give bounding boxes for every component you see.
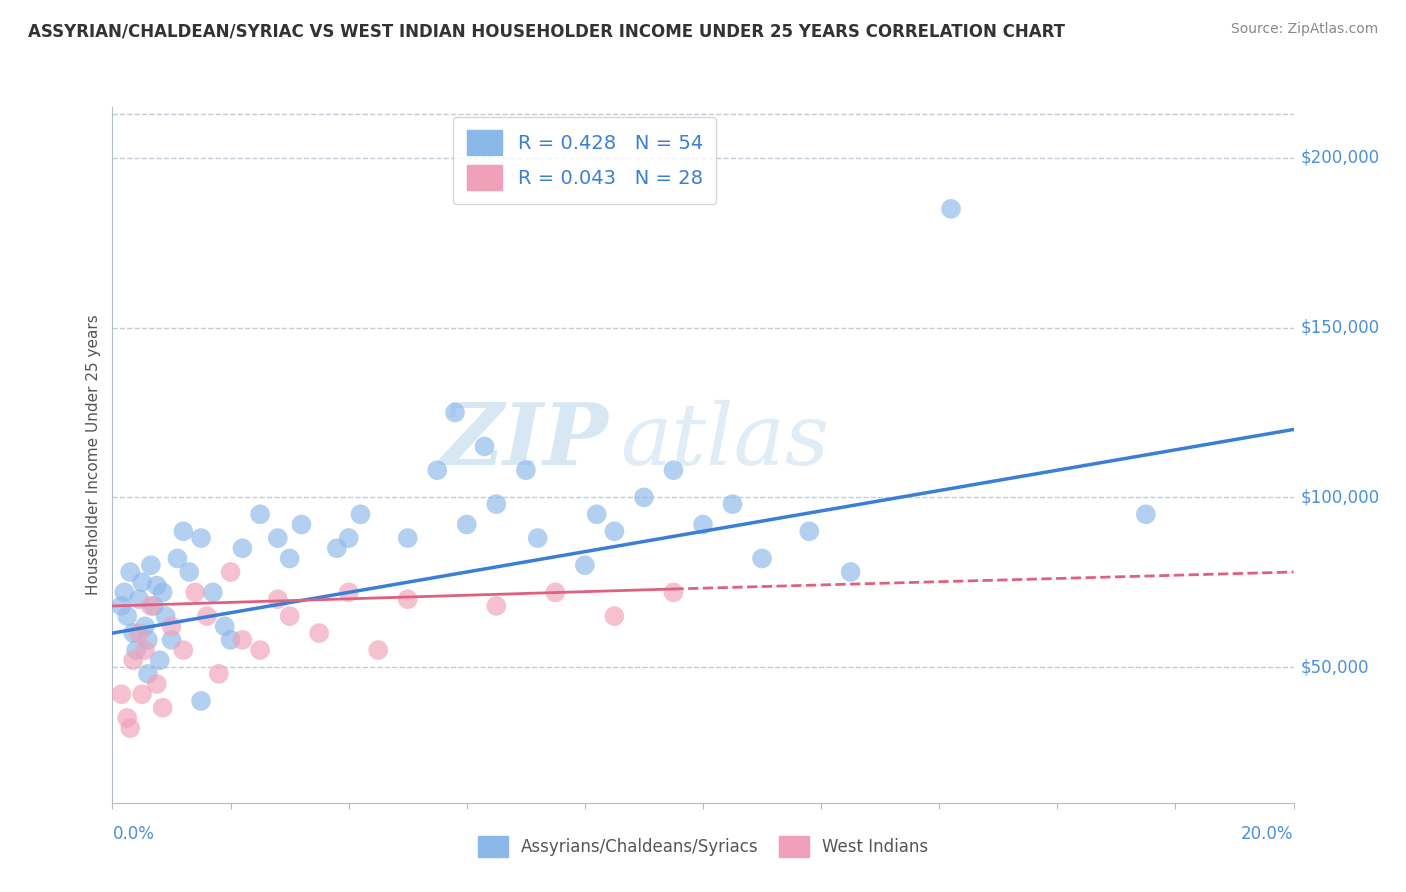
Point: [117, 711, 138, 725]
Point: [544, 585, 567, 599]
Legend: Assyrians/Chaldeans/Syriacs, West Indians: Assyrians/Chaldeans/Syriacs, West Indian…: [471, 830, 935, 864]
Point: [139, 599, 162, 613]
Point: [152, 585, 174, 599]
Point: [633, 491, 655, 505]
Point: [231, 632, 253, 647]
Point: [290, 517, 312, 532]
Point: [190, 694, 212, 708]
Point: [337, 531, 360, 545]
Point: [426, 463, 449, 477]
Point: [122, 653, 145, 667]
Text: $150,000: $150,000: [1301, 318, 1379, 336]
Point: [146, 578, 169, 592]
Point: [214, 619, 236, 633]
Point: [166, 551, 188, 566]
Point: [721, 497, 744, 511]
Point: [662, 585, 685, 599]
Y-axis label: Householder Income Under 25 years: Householder Income Under 25 years: [86, 315, 101, 595]
Point: [120, 565, 142, 579]
Point: [231, 541, 253, 556]
Point: [136, 632, 159, 647]
Point: [839, 565, 862, 579]
Point: [574, 558, 596, 573]
Point: [122, 626, 145, 640]
Text: $100,000: $100,000: [1301, 488, 1379, 507]
Point: [142, 599, 165, 613]
Point: [195, 609, 218, 624]
Point: [179, 565, 201, 579]
Point: [219, 632, 242, 647]
Point: [585, 508, 607, 522]
Point: [751, 551, 773, 566]
Point: [267, 531, 290, 545]
Point: [485, 497, 508, 511]
Point: [152, 700, 174, 714]
Point: [692, 517, 714, 532]
Point: [337, 585, 360, 599]
Point: [267, 592, 290, 607]
Point: [208, 666, 231, 681]
Point: [134, 643, 156, 657]
Point: [456, 517, 478, 532]
Point: [367, 643, 389, 657]
Text: 0.0%: 0.0%: [112, 825, 155, 843]
Point: [128, 626, 150, 640]
Point: [172, 643, 194, 657]
Point: [349, 508, 371, 522]
Point: [149, 653, 172, 667]
Point: [219, 565, 242, 579]
Point: [160, 632, 183, 647]
Point: [603, 609, 626, 624]
Point: [134, 619, 156, 633]
Point: [249, 643, 271, 657]
Point: [662, 463, 685, 477]
Text: $200,000: $200,000: [1301, 149, 1379, 167]
Point: [1135, 508, 1157, 522]
Point: [131, 687, 153, 701]
Point: [128, 592, 150, 607]
Point: [201, 585, 224, 599]
Point: [326, 541, 349, 556]
Point: [474, 439, 496, 453]
Point: [799, 524, 821, 539]
Point: [515, 463, 537, 477]
Point: [278, 551, 301, 566]
Point: [939, 202, 962, 216]
Point: [190, 531, 212, 545]
Point: [444, 405, 467, 419]
Text: 20.0%: 20.0%: [1241, 825, 1294, 843]
Point: [125, 643, 148, 657]
Text: Source: ZipAtlas.com: Source: ZipAtlas.com: [1230, 22, 1378, 37]
Text: atlas: atlas: [620, 400, 830, 483]
Point: [396, 531, 419, 545]
Point: [308, 626, 330, 640]
Point: [603, 524, 626, 539]
Point: [249, 508, 271, 522]
Point: [120, 721, 142, 735]
Point: [110, 687, 132, 701]
Text: $50,000: $50,000: [1301, 658, 1369, 676]
Point: [526, 531, 548, 545]
Point: [155, 609, 177, 624]
Point: [110, 599, 132, 613]
Point: [278, 609, 301, 624]
Text: ASSYRIAN/CHALDEAN/SYRIAC VS WEST INDIAN HOUSEHOLDER INCOME UNDER 25 YEARS CORREL: ASSYRIAN/CHALDEAN/SYRIAC VS WEST INDIAN …: [28, 22, 1066, 40]
Point: [160, 619, 183, 633]
Point: [396, 592, 419, 607]
Point: [184, 585, 207, 599]
Point: [117, 609, 138, 624]
Text: ZIP: ZIP: [440, 400, 609, 483]
Point: [112, 585, 135, 599]
Point: [146, 677, 169, 691]
Point: [172, 524, 194, 539]
Point: [136, 666, 159, 681]
Point: [485, 599, 508, 613]
Point: [139, 558, 162, 573]
Point: [131, 575, 153, 590]
